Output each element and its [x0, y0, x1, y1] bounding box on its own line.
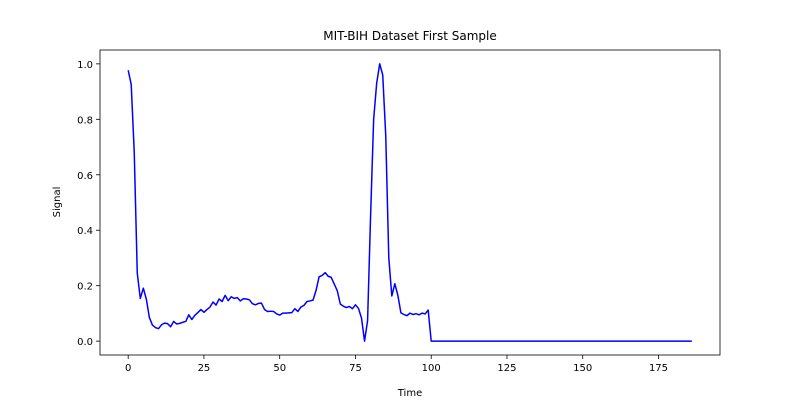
y-axis-title: Signal	[52, 187, 63, 218]
y-tick-label: 0.4	[77, 226, 93, 237]
x-tick-label: 125	[497, 363, 516, 374]
y-tick-label: 0.8	[77, 115, 93, 126]
x-tick-label: 0	[125, 363, 131, 374]
x-tick-label: 50	[273, 363, 286, 374]
y-tick-label: 0.2	[77, 282, 93, 293]
plot-area: 0 25 50 75 100 125 150 175 0.0 0.2 0.4 0.6 0.8 1.0	[77, 49, 721, 374]
y-tick-label: 0.0	[77, 337, 93, 348]
x-tick-label: 75	[349, 363, 362, 374]
x-tick-label: 150	[573, 363, 592, 374]
chart-title: MIT-BIH Dataset First Sample	[323, 29, 497, 43]
y-tick-label: 1.0	[77, 60, 93, 71]
x-tick-label: 175	[649, 363, 668, 374]
x-tick-label: 25	[198, 363, 211, 374]
x-axis-title: Time	[397, 388, 422, 399]
x-tick-label: 100	[422, 363, 441, 374]
axes-frame	[99, 49, 721, 356]
series-line-0	[127, 63, 692, 342]
y-tick-label: 0.6	[77, 171, 93, 182]
